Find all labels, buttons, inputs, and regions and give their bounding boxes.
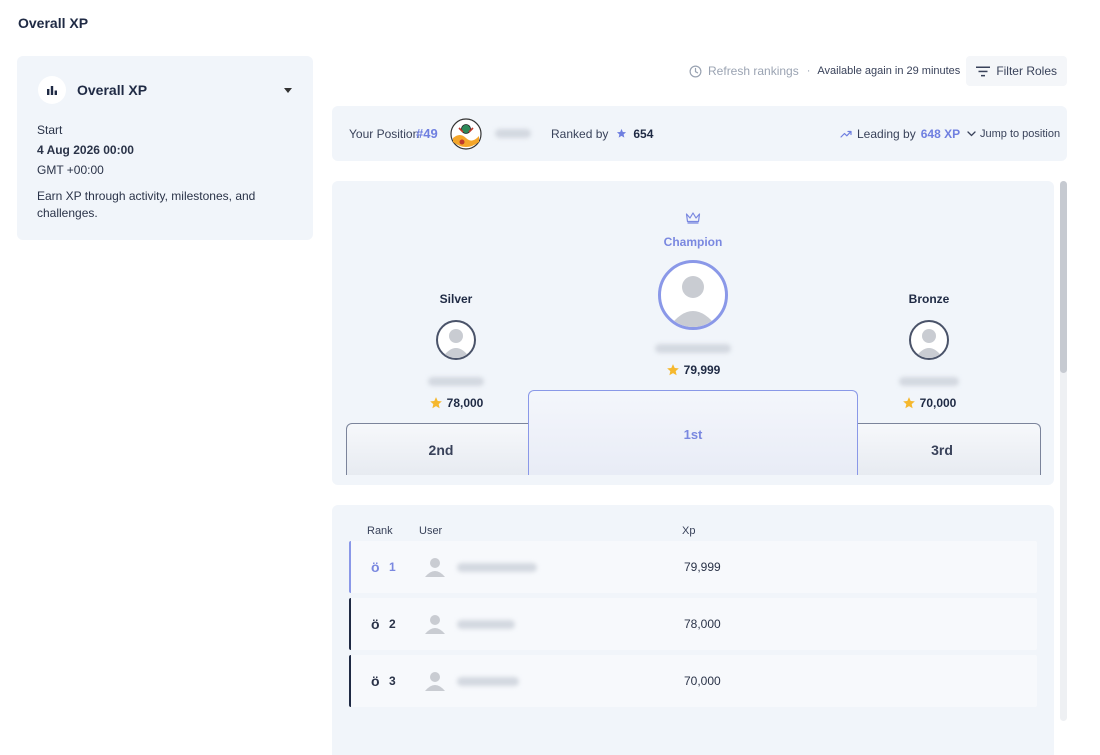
ranked-by-label: Ranked by	[551, 126, 609, 141]
avatar	[909, 320, 949, 360]
silver-xp: 78,000	[446, 396, 484, 410]
clock-icon	[689, 65, 702, 77]
row-rank: 1	[389, 560, 396, 574]
row-username-redacted	[457, 655, 519, 707]
your-username-redacted	[495, 106, 531, 161]
page-title: Overall XP	[18, 15, 89, 31]
leaderboard-title: Overall XP	[77, 82, 148, 98]
caret-down-icon[interactable]	[284, 87, 292, 93]
column-header-user: User	[419, 525, 443, 537]
row-username-redacted	[457, 541, 537, 593]
your-position-bar: Your Position #49 Ranked by 654 Leading …	[332, 106, 1067, 161]
scrollbar[interactable]	[1060, 181, 1067, 721]
silver-username-redacted	[396, 373, 516, 391]
champion-title: Champion	[663, 235, 723, 249]
bronze-xp: 70,000	[919, 396, 957, 410]
row-xp: 79,999	[684, 560, 721, 574]
timezone: GMT +00:00	[37, 163, 104, 177]
your-position-rank: #49	[416, 126, 438, 141]
avatar	[658, 260, 728, 330]
star-icon	[666, 364, 679, 376]
start-label: Start	[37, 123, 63, 137]
ranked-by: Ranked by 654	[551, 106, 653, 161]
jump-label: Jump to position	[980, 127, 1061, 140]
ranked-by-value: 654	[633, 126, 654, 141]
leading-by: Leading by 648 XP	[840, 106, 960, 161]
podium: 2nd 3rd 1st Silver 78,000 Champion 79,99…	[332, 181, 1054, 485]
podium-silver[interactable]: Silver 78,000	[396, 292, 516, 410]
podium-block-2nd: 2nd	[346, 423, 536, 475]
jump-to-position-button[interactable]: Jump to position	[967, 106, 1060, 161]
avatar	[436, 320, 476, 360]
medal-icon: ö	[371, 559, 380, 575]
bar-chart-icon	[38, 76, 66, 104]
row-rank: 3	[389, 674, 396, 688]
avatar	[423, 655, 447, 707]
leaderboard-description: Earn XP through activity, milestones, an…	[37, 189, 256, 220]
table-row[interactable]: ö 1 79,999	[349, 541, 1037, 593]
filter-roles-label: Filter Roles	[996, 64, 1057, 78]
row-xp: 78,000	[684, 617, 721, 631]
start-date: 4 Aug 2026 00:00	[37, 143, 134, 157]
row-username-redacted	[457, 598, 515, 650]
medal-icon: ö	[371, 616, 380, 632]
column-header-rank: Rank	[367, 525, 393, 537]
column-header-xp: Xp	[682, 525, 696, 537]
leading-by-label: Leading by	[857, 126, 916, 141]
trending-up-icon	[840, 130, 852, 138]
bronze-title: Bronze	[908, 292, 950, 306]
leaderboard-info-card: Overall XP Start 4 Aug 2026 00:00 GMT +0…	[17, 56, 313, 240]
champion-xp: 79,999	[683, 363, 721, 377]
refresh-label: Refresh rankings	[708, 64, 799, 78]
star-icon	[429, 397, 442, 409]
podium-block-3rd: 3rd	[843, 423, 1041, 475]
row-xp: 70,000	[684, 674, 721, 688]
leading-by-value: 648 XP	[920, 126, 961, 141]
user-avatar	[450, 106, 482, 161]
silver-title: Silver	[439, 292, 473, 306]
champion-username-redacted	[633, 340, 753, 358]
chevron-down-icon	[967, 130, 976, 136]
medal-icon: ö	[371, 673, 380, 689]
star-icon	[617, 128, 627, 138]
table-row[interactable]: ö 3 70,000	[349, 655, 1037, 707]
toolbar: Refresh rankings · Available again in 29 …	[689, 56, 1067, 86]
table-row[interactable]: ö 2 78,000	[349, 598, 1037, 650]
podium-block-1st: 1st	[528, 390, 858, 475]
bronze-username-redacted	[869, 373, 989, 391]
scrollbar-thumb[interactable]	[1060, 181, 1067, 373]
refresh-rankings-button[interactable]: Refresh rankings	[689, 64, 799, 78]
star-icon	[902, 397, 915, 409]
filter-icon	[976, 66, 991, 76]
podium-champion[interactable]: Champion 79,999	[633, 211, 753, 377]
crown-icon	[685, 212, 701, 224]
podium-bronze[interactable]: Bronze 70,000	[869, 292, 989, 410]
avatar	[423, 541, 447, 593]
filter-roles-button[interactable]: Filter Roles	[966, 56, 1067, 86]
row-rank: 2	[389, 617, 396, 631]
your-position-label: Your Position	[349, 126, 420, 141]
avatar	[423, 598, 447, 650]
rankings-table: Rank User Xp ö 1 79,999 ö 2 78,000 ö 3 7…	[332, 505, 1054, 755]
availability-text: Available again in 29 minutes	[817, 65, 961, 77]
leaderboard-selector[interactable]: Overall XP	[38, 76, 294, 104]
